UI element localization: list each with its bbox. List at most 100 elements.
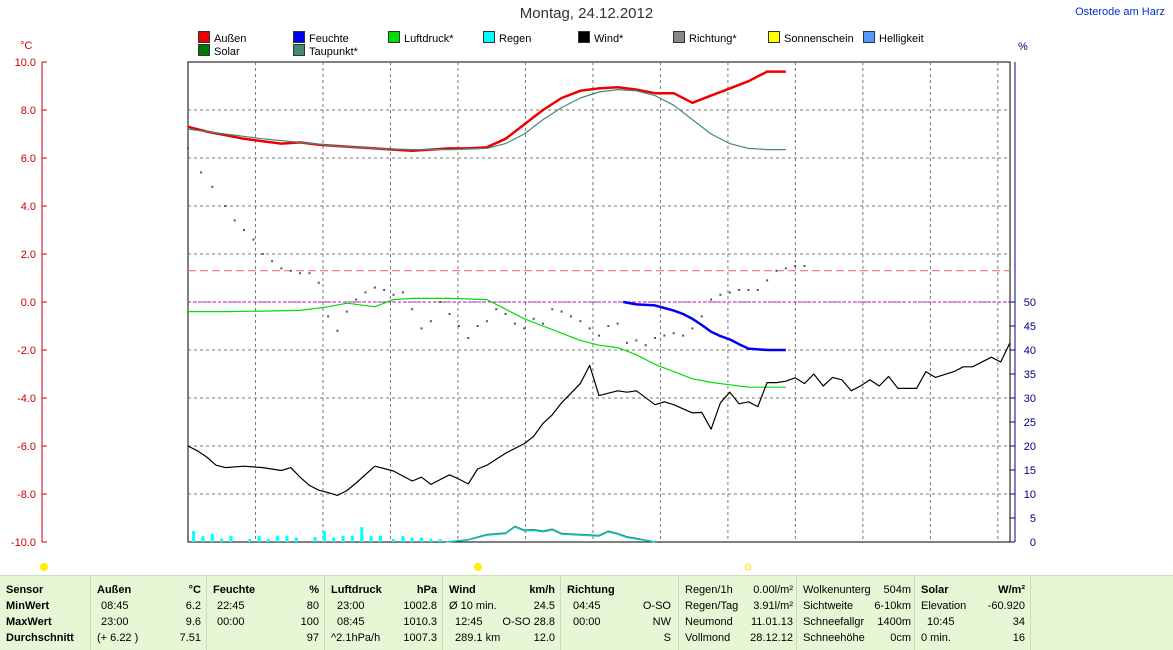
series-bar-regen — [276, 535, 280, 542]
right-axis-tick-label: 40 — [1024, 345, 1036, 357]
series-point-richtung — [728, 291, 731, 294]
vollmond-label: Vollmond — [685, 632, 731, 644]
series-point-richtung — [383, 289, 386, 291]
solar-elevation-label: Elevation — [921, 600, 967, 612]
series-point-richtung — [448, 313, 451, 315]
regen-tag-label: Regen/Tag — [685, 600, 739, 612]
series-point-richtung — [719, 293, 722, 296]
legend-label: Luftdruck* — [404, 33, 454, 45]
wolkenunterg-value: 504m — [883, 584, 911, 596]
schneefallgr-label: Schneefallgr — [803, 616, 865, 628]
weather-chart: °C 10.0 8.0 6.0 4.0 2.0 0.0 -2.0 -4.0 -6.0 -8.0 -10… — [11, 40, 1036, 571]
left-axis-tick-label: -10.0 — [11, 537, 36, 549]
series-point-richtung — [588, 327, 591, 330]
series-point-richtung — [756, 289, 759, 291]
location-label[interactable]: Osterode am Harz — [1075, 6, 1165, 18]
schneefallgr-value: 1400m — [877, 616, 911, 628]
series-point-richtung — [532, 317, 535, 320]
series-point-richtung — [738, 289, 741, 291]
series-bar-regen — [285, 535, 289, 542]
left-axis-tick-label: -8.0 — [17, 489, 36, 501]
right-axis-tick-label: 5 — [1030, 513, 1036, 525]
right-axis-tick-label: 25 — [1024, 417, 1036, 429]
schneehoehe-value: 0cm — [890, 632, 911, 644]
regen-column: Regen/1h 0.00l/m² Regen/Tag 3.91l/m² Neumo… — [678, 576, 797, 650]
legend-label: Solar — [214, 46, 240, 58]
series-point-richtung — [429, 320, 432, 323]
left-axis-tick-label: -2.0 — [17, 345, 36, 357]
vollmond-value: 28.12.12 — [750, 632, 793, 644]
series-point-richtung — [252, 238, 255, 241]
series-bar-regen — [332, 537, 336, 542]
series-line-solar — [445, 525, 656, 543]
series-bar-regen — [248, 539, 252, 542]
series-point-richtung — [747, 289, 750, 291]
legend-swatch — [863, 31, 875, 43]
series-point-richtung — [200, 171, 203, 174]
luftdruck-max-value: 1010.3 — [403, 616, 437, 628]
legend-swatch — [388, 31, 400, 43]
legend-item-6: Sonnenschein — [768, 31, 854, 45]
legend-label: Richtung* — [689, 33, 737, 45]
right-axis-tick-label: 10 — [1024, 489, 1036, 501]
series-bar-regen — [429, 539, 433, 542]
luftdruck-header: Luftdruck — [331, 584, 382, 596]
series-bar-regen — [410, 537, 414, 542]
series-point-richtung — [691, 327, 694, 330]
series-point-richtung — [607, 325, 610, 327]
series-point-richtung — [420, 327, 423, 330]
feuchte-header: Feuchte — [213, 584, 256, 596]
series-point-richtung — [784, 267, 787, 270]
series-point-richtung — [476, 325, 479, 327]
aussen-column: Außen °C 08:45 6.2 23:00 9.6 (+ 6.22 ) 7.51 — [90, 576, 207, 650]
feuchte-unit: % — [309, 584, 319, 596]
series-bar-regen — [201, 536, 205, 542]
series-line-feuchte — [623, 300, 786, 352]
series-point-richtung — [560, 310, 563, 313]
luftdruck-column: Luftdruck hPa 23:00 1002.8 08:45 1010.3 ^2.… — [324, 576, 443, 650]
solar-unit: W/m² — [998, 584, 1025, 596]
series-point-richtung — [299, 272, 302, 275]
luftdruck-min-time: 23:00 — [337, 600, 365, 612]
series-point-richtung — [485, 320, 488, 323]
regen-1h-label: Regen/1h — [685, 584, 733, 596]
series-line-luftdruck — [188, 297, 786, 388]
series-point-richtung — [672, 332, 675, 335]
series-point-richtung — [644, 344, 647, 347]
series-line-wind — [187, 342, 1011, 496]
series-point-richtung — [579, 320, 582, 323]
right-axis-tick-label: 45 — [1024, 321, 1036, 333]
luftdruck-max-time: 08:45 — [337, 616, 365, 628]
richtung-max-value: NW — [652, 616, 671, 628]
richtung-column: Richtung 04:45 O-SO 00:00 NW S — [560, 576, 679, 650]
legend-item-9: Taupunkt* — [293, 44, 358, 58]
series-point-richtung — [317, 281, 320, 284]
wind-header: Wind — [449, 584, 476, 596]
left-axis-unit: °C — [20, 40, 32, 52]
richtung-min-time: 04:45 — [573, 600, 601, 612]
legend-item-5: Richtung* — [673, 31, 737, 45]
wolkenunterg-label: Wolkenunterg — [803, 584, 871, 596]
series-bar-regen — [257, 535, 261, 542]
series-point-richtung — [187, 147, 189, 150]
luftdruck-unit: hPa — [416, 584, 437, 596]
series-bar-regen — [420, 537, 424, 542]
series-point-richtung — [635, 339, 638, 342]
right-axis-tick-label: 15 — [1024, 465, 1036, 477]
series-point-richtung — [224, 205, 227, 207]
legend-item-4: Wind* — [578, 31, 623, 45]
series-point-richtung — [401, 291, 404, 294]
series-point-richtung — [364, 291, 367, 294]
series-point-richtung — [663, 334, 666, 337]
series-point-richtung — [411, 308, 414, 311]
row-label-min: MinWert — [6, 600, 50, 612]
series-point-richtung — [598, 334, 600, 337]
richtung-min-value: O-SO — [642, 600, 671, 612]
series-point-richtung — [803, 265, 806, 267]
neumond-value: 11.01.13 — [750, 616, 793, 628]
legend-item-2: Luftdruck* — [388, 31, 454, 45]
series-bar-regen — [360, 527, 364, 542]
series-point-richtung — [467, 337, 470, 339]
left-axis-tick-label: 8.0 — [21, 105, 36, 117]
series-point-richtung — [289, 269, 292, 272]
